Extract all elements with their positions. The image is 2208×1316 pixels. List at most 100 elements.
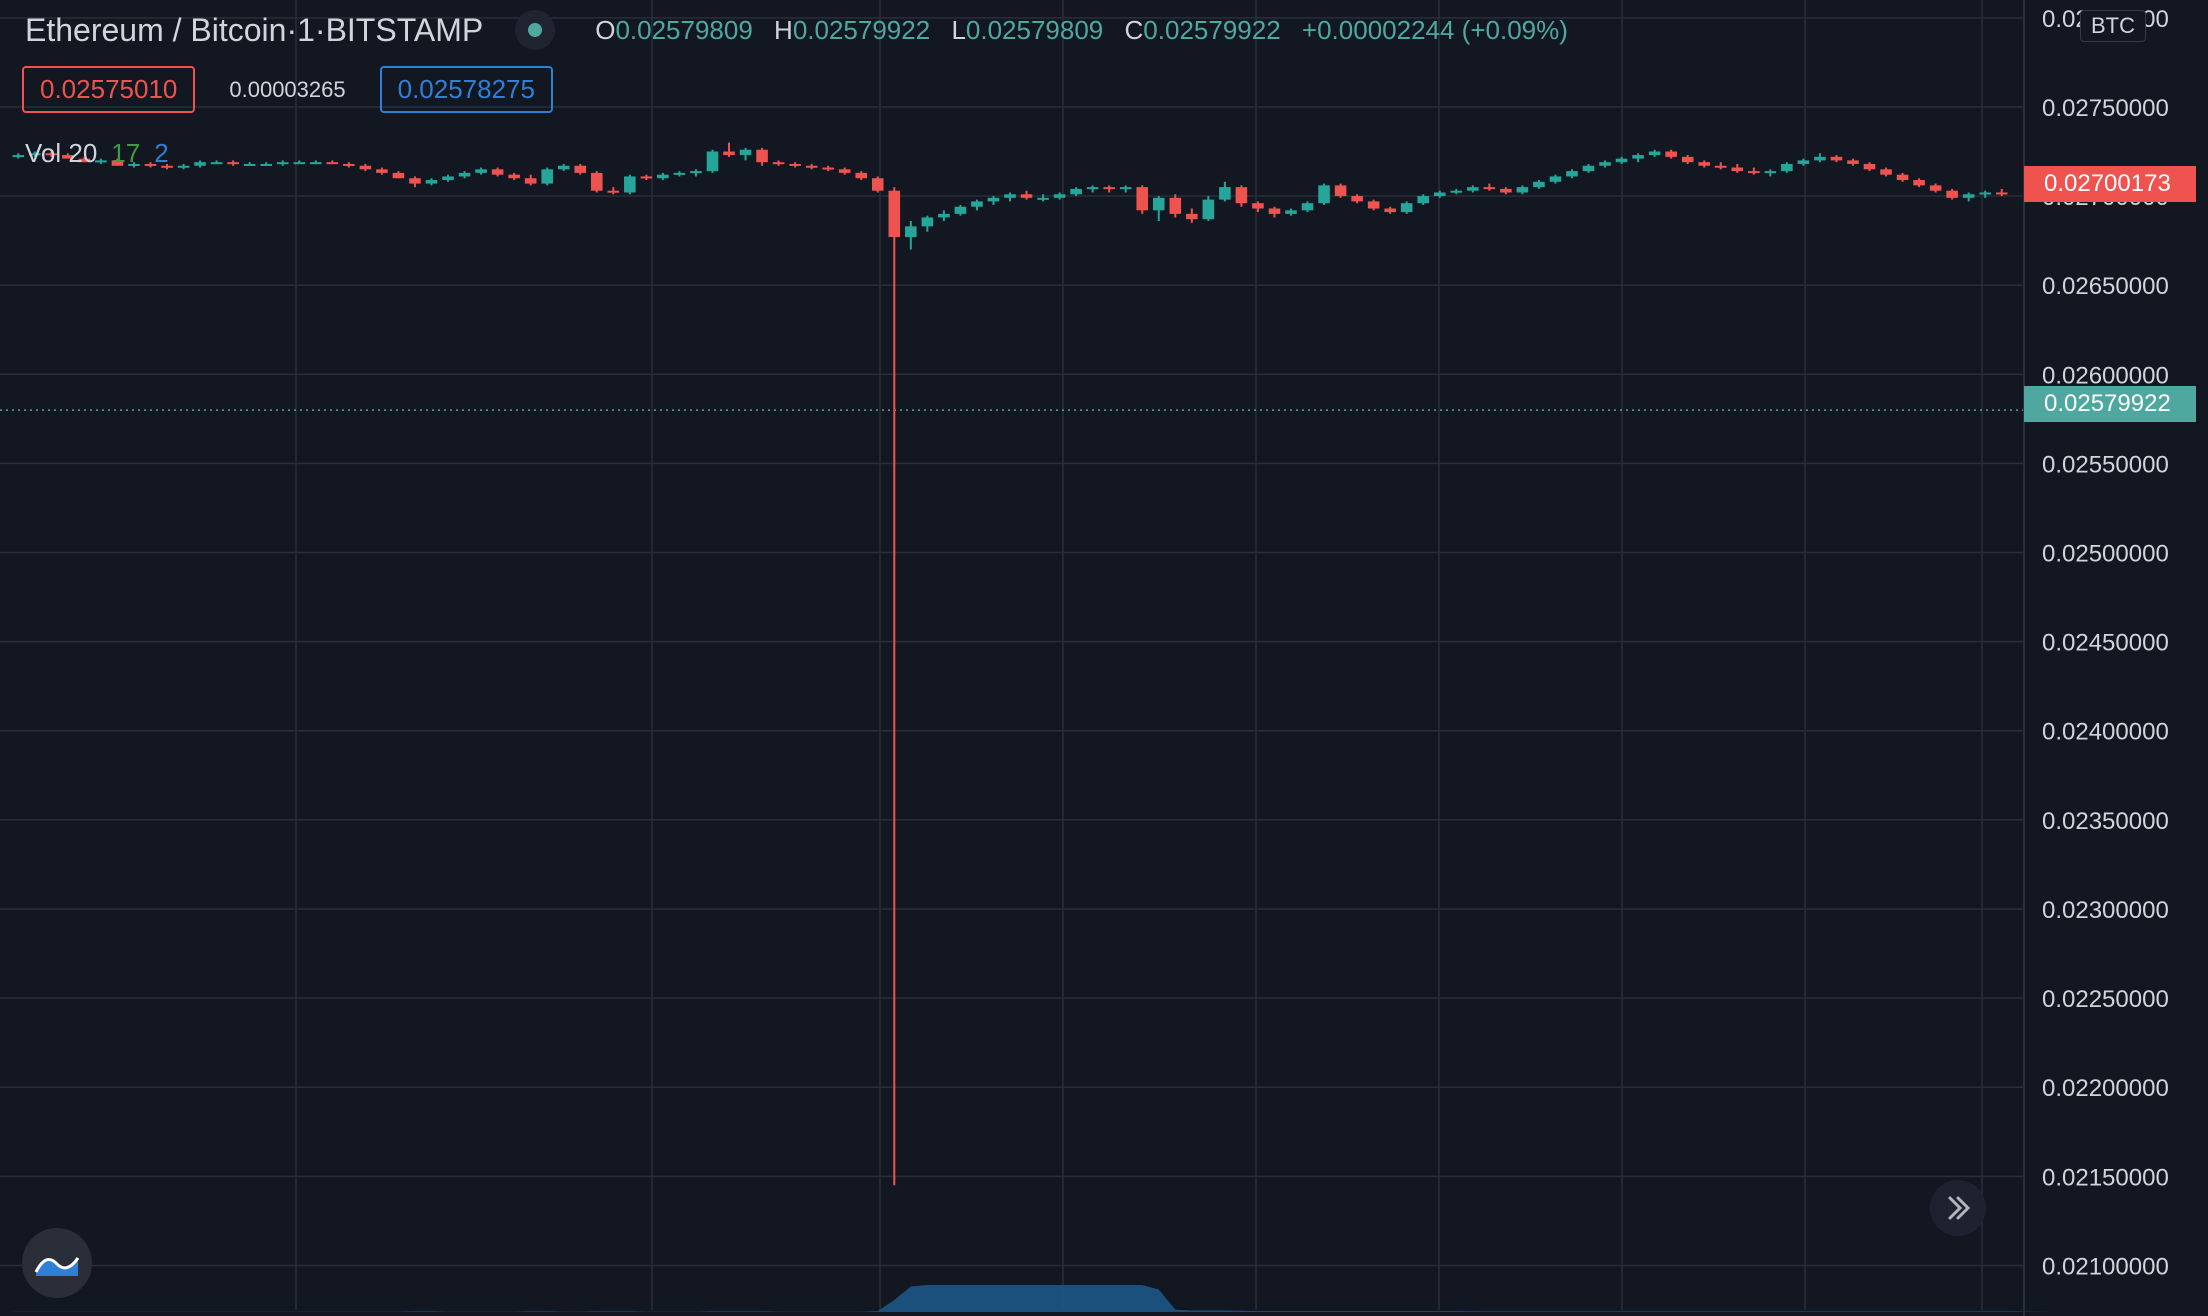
- candle-body: [1681, 156, 1694, 163]
- candles-series: [12, 142, 2008, 1186]
- candle-body: [310, 162, 322, 165]
- candle-body: [45, 153, 58, 156]
- candle-body: [1119, 187, 1132, 190]
- price-tick-label: 0.02550000: [2042, 451, 2169, 478]
- candle-body: [1797, 160, 1810, 164]
- tradingview-logo-button[interactable]: [22, 1228, 92, 1298]
- high-key: H: [774, 14, 793, 45]
- candle-body: [128, 163, 140, 166]
- candle-body: [491, 169, 504, 175]
- candle-body: [690, 171, 702, 174]
- candle-body: [1450, 190, 1463, 193]
- candle-body: [1615, 158, 1628, 163]
- candle-body: [1913, 180, 1925, 186]
- low-value: 0.02579809: [965, 14, 1104, 45]
- exchange-label: BITSTAMP: [325, 11, 484, 48]
- interval-label[interactable]: 1: [297, 11, 315, 48]
- candle-body: [1632, 155, 1644, 159]
- separator: ·: [314, 11, 326, 48]
- spread-value: 0.00003265: [229, 76, 346, 102]
- currency-tag[interactable]: BTC: [2080, 10, 2146, 42]
- quote-row: 0.02575010 0.00003265 0.02578275: [22, 66, 571, 113]
- candle-body: [756, 149, 768, 163]
- candle-body: [29, 153, 41, 156]
- double-chevron-right-icon: [1948, 1196, 1971, 1220]
- candle-body: [1400, 203, 1413, 213]
- candle-body: [1731, 167, 1744, 172]
- price-tick-label: 0.02400000: [2042, 719, 2169, 746]
- chart-logo-icon: [34, 1257, 80, 1276]
- candle-body: [144, 163, 157, 166]
- candle-body: [1152, 197, 1165, 211]
- candle-body: [1318, 185, 1330, 204]
- candle-body: [161, 165, 173, 168]
- candle-body: [657, 174, 669, 179]
- symbol-legend: Ethereum / Bitcoin · 1 · BITSTAMP O0.025…: [25, 10, 1582, 50]
- candle-body: [1962, 194, 1975, 198]
- low-key: L: [951, 14, 966, 45]
- candle-body: [1648, 151, 1661, 156]
- candle-body: [243, 163, 256, 166]
- volume-fill: [10, 1285, 2052, 1312]
- candle-body: [260, 163, 272, 166]
- candle-body: [772, 162, 785, 165]
- candle-body: [1549, 176, 1562, 182]
- price-tick-label: 0.02100000: [2042, 1253, 2169, 1280]
- price-tick-label: 0.02200000: [2042, 1075, 2169, 1102]
- candle-body: [1533, 181, 1545, 188]
- symbol-title[interactable]: Ethereum / Bitcoin: [25, 11, 287, 48]
- market-status-icon[interactable]: [515, 10, 556, 50]
- buy-price-button[interactable]: 0.02578275: [379, 66, 553, 113]
- high-value: 0.02579922: [792, 14, 931, 45]
- candle-body: [1020, 194, 1033, 198]
- candle-body: [524, 178, 537, 184]
- candle-body: [111, 160, 124, 166]
- candle-body: [1136, 187, 1149, 211]
- candle-body: [1037, 197, 1049, 200]
- candle-body: [210, 162, 223, 165]
- sell-price-button[interactable]: 0.02575010: [22, 66, 196, 113]
- candle-body: [1500, 188, 1512, 193]
- candle-body: [1417, 196, 1430, 204]
- price-tick-label: 0.02300000: [2042, 897, 2169, 924]
- candle-body: [442, 176, 454, 181]
- candle-body: [1483, 187, 1496, 190]
- prev-close-badge: 0.02700173: [2024, 166, 2196, 202]
- chart-grid: [0, 0, 2024, 1310]
- close-key: C: [1124, 14, 1144, 45]
- candle-body: [905, 226, 917, 238]
- candle-body: [888, 190, 901, 238]
- candle-body: [62, 155, 74, 159]
- candle-body: [194, 162, 206, 166]
- candle-body: [739, 149, 752, 156]
- volume-up-value: 17: [111, 138, 141, 168]
- candle-body: [921, 217, 934, 227]
- candle-body: [1301, 203, 1314, 211]
- candle-body: [392, 172, 405, 179]
- candle-body: [1219, 187, 1231, 200]
- candle-body: [1516, 187, 1529, 193]
- candle-body: [359, 165, 372, 170]
- volume-legend[interactable]: Vol 20 17 2: [25, 138, 169, 169]
- price-tick-label: 0.02750000: [2042, 95, 2169, 122]
- scroll-to-realtime-button[interactable]: [1930, 1180, 1986, 1236]
- candle-body: [409, 178, 421, 184]
- candle-body: [838, 169, 851, 173]
- candle-body: [822, 167, 834, 170]
- candle-body: [1169, 197, 1182, 214]
- candle-body: [723, 151, 735, 156]
- candle-body: [557, 165, 570, 170]
- candle-body: [938, 213, 950, 218]
- candle-body: [508, 174, 520, 179]
- candle-body: [1103, 187, 1115, 190]
- candle-body: [1351, 196, 1363, 202]
- price-tick-label: 0.02450000: [2042, 630, 2169, 657]
- candle-body: [1004, 194, 1016, 198]
- candle-body: [425, 180, 438, 184]
- candle-body: [590, 172, 603, 191]
- candle-body: [343, 163, 355, 166]
- price-tick-label: 0.02650000: [2042, 273, 2169, 300]
- candle-body: [1880, 169, 1892, 175]
- candle-body: [1847, 160, 1859, 164]
